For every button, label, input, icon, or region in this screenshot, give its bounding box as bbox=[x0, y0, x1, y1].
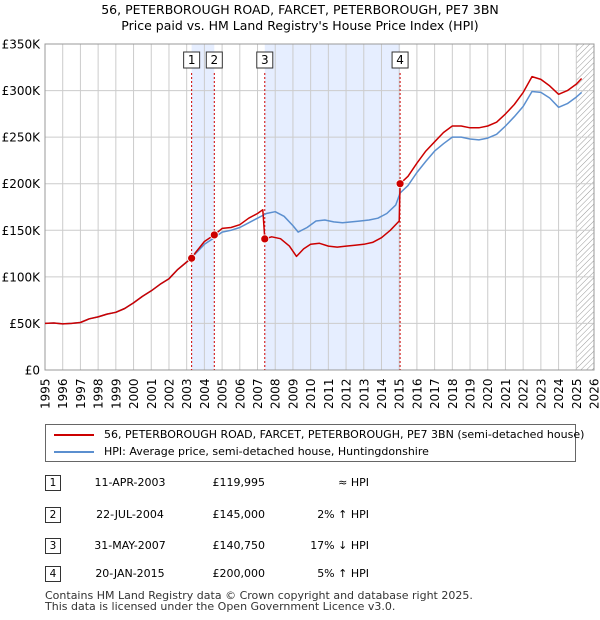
x-tick-label: 2011 bbox=[322, 378, 336, 409]
transaction-number: 4 bbox=[45, 566, 61, 582]
x-tick-label: 2005 bbox=[216, 378, 230, 409]
x-tick-label: 2012 bbox=[340, 378, 354, 409]
transaction-hpi: ≈ HPI bbox=[338, 476, 369, 489]
x-tick-label: 2015 bbox=[393, 378, 407, 409]
plot-frame bbox=[44, 43, 595, 371]
transaction-date: 20-JAN-2015 bbox=[95, 567, 165, 580]
y-tick-label: £350K bbox=[2, 38, 42, 52]
legend-swatch-red bbox=[54, 434, 94, 436]
y-tick-label: £100K bbox=[2, 270, 42, 284]
sale-label-box-2 bbox=[205, 51, 223, 69]
sale-point-3 bbox=[260, 234, 270, 244]
transaction-price: £200,000 bbox=[212, 567, 266, 580]
x-tick-label: 2003 bbox=[180, 378, 194, 409]
chart-title: 56, PETERBOROUGH ROAD, FARCET, PETERBORO… bbox=[0, 2, 600, 34]
shaded-period-1 bbox=[191, 44, 215, 370]
transaction-hpi: 5% ↑ HPI bbox=[317, 567, 369, 580]
sale-label-number-2: 2 bbox=[210, 53, 218, 67]
x-tick-label: 2004 bbox=[198, 378, 212, 409]
x-tick-label: 2025 bbox=[570, 378, 584, 409]
footer: Contains HM Land Registry data © Crown c… bbox=[45, 590, 473, 612]
sale-point-2 bbox=[209, 230, 219, 240]
x-tick-label: 2014 bbox=[375, 378, 389, 409]
footer-line2: This data is licensed under the Open Gov… bbox=[45, 600, 396, 613]
x-tick-label: 2007 bbox=[251, 378, 265, 409]
y-tick-label: £0 bbox=[25, 364, 40, 378]
x-tick-label: 2002 bbox=[162, 378, 176, 409]
x-tick-label: 2017 bbox=[428, 378, 442, 409]
x-tick-label: 2019 bbox=[464, 378, 478, 409]
x-tick-label: 1998 bbox=[92, 378, 106, 409]
chart-title-line1: 56, PETERBOROUGH ROAD, FARCET, PETERBORO… bbox=[101, 2, 499, 17]
hatched-forecast-region bbox=[576, 44, 594, 370]
transaction-number: 3 bbox=[45, 538, 61, 554]
x-tick-label: 2024 bbox=[552, 378, 566, 409]
y-tick-label: £300K bbox=[2, 84, 42, 98]
series-line-property bbox=[44, 75, 583, 325]
x-tick-label: 2010 bbox=[304, 378, 318, 409]
transaction-price: £140,750 bbox=[212, 539, 266, 552]
x-tick-label: 2008 bbox=[269, 378, 283, 409]
transaction-date: 11-APR-2003 bbox=[94, 476, 166, 489]
x-tick-label: 1999 bbox=[109, 378, 123, 409]
x-tick-label: 2026 bbox=[588, 378, 600, 409]
transaction-date: 31-MAY-2007 bbox=[94, 539, 166, 552]
footer-line1: Contains HM Land Registry data © Crown c… bbox=[45, 589, 473, 602]
x-tick-label: 2018 bbox=[446, 378, 460, 409]
legend-label-hpi: HPI: Average price, semi-detached house,… bbox=[104, 445, 429, 458]
x-tick-label: 2001 bbox=[145, 378, 159, 409]
chart-legend: 56, PETERBOROUGH ROAD, FARCET, PETERBORO… bbox=[45, 424, 584, 462]
sale-label-box-1 bbox=[183, 51, 201, 69]
y-tick-label: £150K bbox=[2, 224, 42, 238]
transaction-hpi: 17% ↓ HPI bbox=[310, 539, 369, 552]
x-tick-label: 2000 bbox=[127, 378, 141, 409]
x-tick-label: 2020 bbox=[481, 378, 495, 409]
sale-label-box-4 bbox=[391, 51, 409, 69]
transaction-date: 22-JUL-2004 bbox=[96, 508, 164, 521]
x-tick-label: 2009 bbox=[286, 378, 300, 409]
x-tick-label: 2023 bbox=[534, 378, 548, 409]
x-tick-label: 1997 bbox=[74, 378, 88, 409]
transaction-hpi: 2% ↑ HPI bbox=[317, 508, 369, 521]
x-tick-label: 2022 bbox=[517, 378, 531, 409]
y-tick-label: £50K bbox=[9, 317, 41, 331]
y-tick-label: £200K bbox=[2, 177, 42, 191]
x-tick-label: 2021 bbox=[499, 378, 513, 409]
sale-point-4 bbox=[395, 179, 405, 189]
sale-label-number-3: 3 bbox=[261, 53, 269, 67]
x-tick-label: 2006 bbox=[233, 378, 247, 409]
x-tick-label: 2013 bbox=[357, 378, 371, 409]
transaction-price: £145,000 bbox=[212, 508, 266, 521]
chart-title-line2: Price paid vs. HM Land Registry's House … bbox=[121, 18, 479, 33]
legend-swatch-blue bbox=[54, 451, 94, 453]
x-tick-label: 2016 bbox=[410, 378, 424, 409]
sale-label-box-3 bbox=[256, 51, 274, 69]
sale-point-1 bbox=[187, 253, 197, 263]
shaded-period-2 bbox=[264, 44, 401, 370]
sale-label-number-1: 1 bbox=[188, 53, 196, 67]
y-tick-label: £250K bbox=[2, 131, 42, 145]
transaction-price: £119,995 bbox=[212, 476, 266, 489]
sale-label-number-4: 4 bbox=[396, 53, 404, 67]
transaction-number: 2 bbox=[45, 507, 61, 523]
transaction-number: 1 bbox=[45, 475, 61, 491]
x-tick-label: 1996 bbox=[56, 378, 70, 409]
x-tick-label: 1995 bbox=[39, 378, 53, 409]
legend-label-property: 56, PETERBOROUGH ROAD, FARCET, PETERBORO… bbox=[104, 428, 585, 441]
